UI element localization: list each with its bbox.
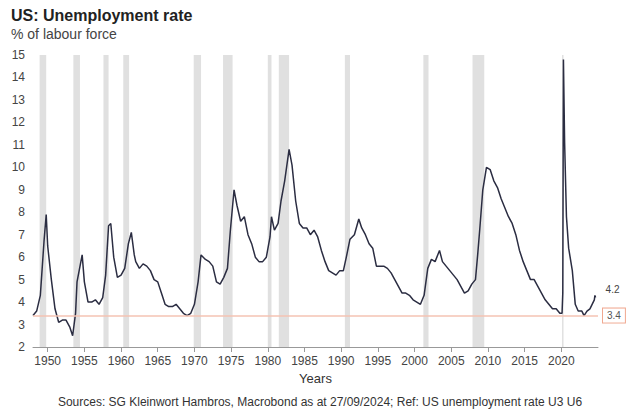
svg-text:7: 7 <box>18 228 25 242</box>
svg-text:8: 8 <box>18 205 25 219</box>
svg-text:1965: 1965 <box>144 354 171 368</box>
svg-text:1970: 1970 <box>181 354 208 368</box>
svg-text:3: 3 <box>18 318 25 332</box>
svg-text:12: 12 <box>12 115 26 129</box>
svg-text:1985: 1985 <box>291 354 318 368</box>
svg-text:US: Unemployment rate: US: Unemployment rate <box>11 7 192 24</box>
svg-text:2000: 2000 <box>401 354 428 368</box>
svg-text:10: 10 <box>12 160 26 174</box>
svg-text:2: 2 <box>18 340 25 354</box>
svg-text:% of labour force: % of labour force <box>11 26 117 42</box>
svg-text:11: 11 <box>13 138 26 152</box>
svg-text:2015: 2015 <box>511 354 538 368</box>
svg-text:4: 4 <box>18 295 25 309</box>
svg-text:9: 9 <box>18 183 25 197</box>
svg-text:1975: 1975 <box>218 354 245 368</box>
svg-text:1995: 1995 <box>365 354 392 368</box>
svg-text:1980: 1980 <box>254 354 281 368</box>
svg-text:2005: 2005 <box>438 354 465 368</box>
svg-text:13: 13 <box>12 93 26 107</box>
svg-text:1960: 1960 <box>108 354 135 368</box>
svg-text:2010: 2010 <box>475 354 502 368</box>
svg-text:4.2: 4.2 <box>606 284 620 295</box>
svg-text:5: 5 <box>18 273 25 287</box>
svg-text:2020: 2020 <box>548 354 575 368</box>
svg-text:6: 6 <box>18 250 25 264</box>
svg-text:3.4: 3.4 <box>607 310 621 321</box>
svg-text:15: 15 <box>12 48 26 62</box>
svg-text:Years: Years <box>299 371 332 386</box>
svg-text:1950: 1950 <box>34 354 61 368</box>
svg-text:Sources: SG Kleinwort Hambros,: Sources: SG Kleinwort Hambros, Macrobond… <box>58 395 583 409</box>
svg-text:1955: 1955 <box>71 354 98 368</box>
svg-text:1990: 1990 <box>328 354 355 368</box>
svg-text:14: 14 <box>12 70 26 84</box>
